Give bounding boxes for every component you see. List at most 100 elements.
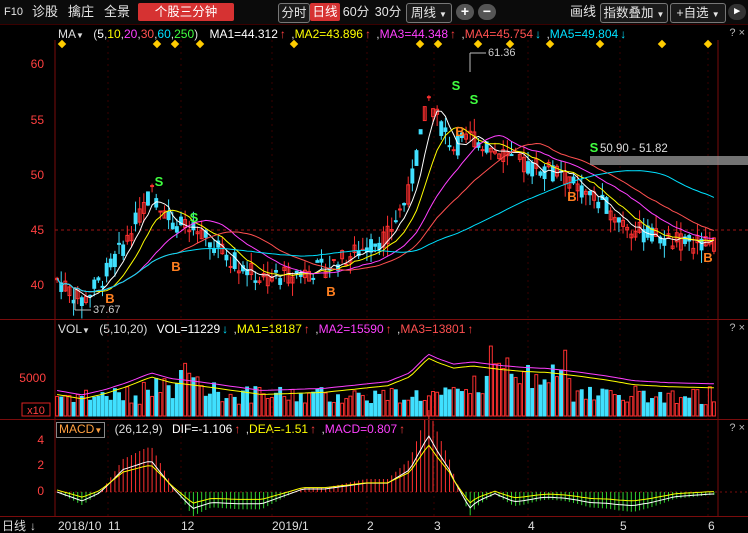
signal-marker xyxy=(473,39,483,49)
macd-selector[interactable]: MACD▼ xyxy=(56,422,106,438)
volume-bar xyxy=(199,385,204,417)
arrow-down-icon: ↓ xyxy=(535,27,542,41)
vol-unit-box xyxy=(21,402,51,417)
volume-bar xyxy=(311,391,316,417)
volume-bar xyxy=(707,386,712,417)
tab-zhouxian[interactable]: 周线 ▼ xyxy=(406,3,452,23)
volume-bar xyxy=(261,393,266,417)
volume-bar xyxy=(521,371,526,417)
candle-body xyxy=(488,147,493,153)
signal-marker xyxy=(152,39,162,49)
divider xyxy=(0,319,748,320)
add-watch-button[interactable]: +自选 ▼ xyxy=(670,3,726,23)
buy-signal: B xyxy=(105,291,114,306)
arrow-down-icon: ↓ xyxy=(30,519,36,533)
candle-body xyxy=(344,263,349,266)
buy-signal: B xyxy=(455,124,464,139)
signal-marker xyxy=(170,39,180,49)
arrow-up-icon: ↑ xyxy=(450,27,457,41)
volume-bar xyxy=(274,392,278,417)
ma-name[interactable]: MA xyxy=(58,27,76,41)
date-label: 3 xyxy=(434,519,441,533)
arrow-up-icon: ↑ xyxy=(385,322,392,336)
help-icon[interactable]: ? xyxy=(729,322,736,334)
draw-line-button[interactable]: 画线 xyxy=(570,4,597,19)
volume-bar xyxy=(79,395,84,417)
chevron-down-icon: ▼ xyxy=(711,10,720,19)
volume-bar xyxy=(691,388,696,417)
candle-body xyxy=(654,228,659,237)
volume-bar xyxy=(389,387,394,417)
volume-bar xyxy=(645,402,650,417)
vol-name[interactable]: VOL xyxy=(58,322,83,336)
sniff-button[interactable]: 擒庄 xyxy=(68,4,95,19)
price-tick: 40 xyxy=(31,278,45,292)
volume-bar xyxy=(336,394,340,417)
candle-body xyxy=(133,212,138,225)
volume-bar xyxy=(385,399,390,417)
range-label: 50.90 - 51.82 xyxy=(600,143,668,155)
help-icon[interactable]: ? xyxy=(729,422,736,434)
f10-button[interactable]: F10 xyxy=(4,6,23,18)
tab-rixian[interactable]: 日线 xyxy=(310,3,340,21)
candle-body xyxy=(257,280,262,283)
volume-bar xyxy=(418,400,423,417)
tab-30min[interactable]: 30分 xyxy=(374,5,402,19)
candle-body xyxy=(633,230,638,238)
signal-marker xyxy=(57,39,67,49)
volume-bar xyxy=(373,390,378,417)
dea-value: ,DEA=-1.51 xyxy=(245,422,309,436)
price-axis: 60 55 50 45 40 xyxy=(31,57,45,292)
candle-body xyxy=(96,277,101,281)
period-label[interactable]: 日线 xyxy=(2,519,26,533)
tab-60min[interactable]: 60分 xyxy=(342,5,370,19)
volume-bar xyxy=(125,386,130,417)
candle-body xyxy=(278,278,283,285)
close-icon[interactable]: × xyxy=(738,322,745,334)
close-icon[interactable]: × xyxy=(738,422,745,434)
volume-bar xyxy=(191,377,196,417)
macd-tick: 0 xyxy=(37,484,44,498)
ma-param-20: 20 xyxy=(124,27,138,41)
full-view-button[interactable]: 全景 xyxy=(104,4,131,19)
candle-body xyxy=(236,270,241,274)
candle-body xyxy=(373,243,378,247)
volume-bar xyxy=(497,362,502,417)
sell-signal: S xyxy=(190,210,199,225)
volume-bar xyxy=(154,377,159,417)
candle-body xyxy=(55,277,60,281)
vol-axis: 5000 x10 xyxy=(19,371,51,417)
zoom-out-button[interactable]: − xyxy=(478,4,496,20)
add-watch-label: +自选 xyxy=(676,6,709,20)
more-icon[interactable]: ▸ xyxy=(728,4,746,20)
volume-bar xyxy=(137,403,142,417)
volume-bar xyxy=(422,399,427,417)
volume-bar xyxy=(472,375,477,417)
volume-bar xyxy=(348,395,353,417)
volume-bar xyxy=(596,395,601,417)
diagnose-button[interactable]: 诊股 xyxy=(32,4,59,19)
volume-bar xyxy=(555,376,559,417)
candle-body xyxy=(451,149,456,152)
chevron-down-icon: ▼ xyxy=(656,10,665,19)
index-overlay-button[interactable]: 指数叠加 ▼ xyxy=(600,3,668,23)
zoom-in-button[interactable]: + xyxy=(456,4,474,20)
volume-bar xyxy=(600,388,605,417)
signal-marker xyxy=(545,39,555,49)
close-icon[interactable]: × xyxy=(738,27,745,39)
candle-body xyxy=(336,264,340,271)
help-icon[interactable]: ? xyxy=(729,27,736,39)
sanfen-button[interactable]: 个股三分钟 xyxy=(138,3,234,21)
volume-bar xyxy=(488,345,493,417)
candle-body xyxy=(530,162,535,177)
candle-body xyxy=(687,235,692,242)
volume-bar xyxy=(476,392,481,417)
candle-body xyxy=(224,254,229,261)
sell-signal: S xyxy=(155,174,164,189)
volume-bar xyxy=(265,397,270,417)
sell-signal: S xyxy=(452,78,461,93)
volume-bar xyxy=(162,378,167,417)
candle-body xyxy=(117,242,121,245)
tab-fenshi[interactable]: 分时 xyxy=(278,3,310,23)
